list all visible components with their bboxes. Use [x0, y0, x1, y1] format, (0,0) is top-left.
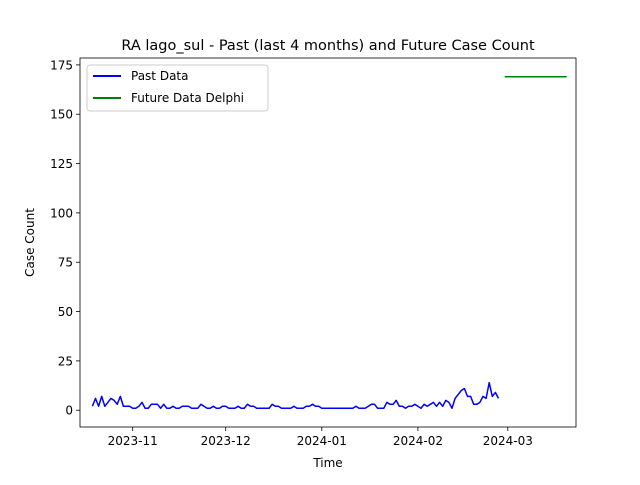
y-tick-label: 0	[65, 404, 73, 418]
legend-label-past-data: Past Data	[131, 69, 188, 83]
y-axis-label: Case Count	[23, 208, 37, 277]
chart-title: RA lago_sul - Past (last 4 months) and F…	[121, 38, 535, 54]
legend-label-future-data-delphi: Future Data Delphi	[131, 91, 244, 105]
y-tick-label: 25	[58, 354, 73, 368]
x-tick-label: 2023-11	[108, 434, 158, 448]
legend: Past Data Future Data Delphi	[86, 64, 269, 112]
legend-box	[86, 64, 269, 112]
y-tick-label: 100	[50, 206, 73, 220]
y-tick-label: 125	[50, 157, 73, 171]
y-tick-label: 50	[58, 305, 73, 319]
x-axis: 2023-11 2023-12 2024-01 2024-02 2024-03	[108, 427, 533, 448]
x-tick-label: 2024-03	[483, 434, 533, 448]
y-axis: 0 25 50 75 100 125 150 175	[50, 58, 80, 418]
y-tick-label: 150	[50, 108, 73, 122]
y-tick-label: 75	[58, 256, 73, 270]
y-tick-label: 175	[50, 58, 73, 72]
x-tick-label: 2024-01	[297, 434, 347, 448]
x-tick-label: 2024-02	[393, 434, 443, 448]
x-axis-label: Time	[312, 456, 342, 470]
series-line-past-data	[91, 381, 500, 409]
plot-area	[91, 76, 567, 409]
x-tick-label: 2023-12	[201, 434, 251, 448]
plot-frame	[79, 57, 577, 428]
